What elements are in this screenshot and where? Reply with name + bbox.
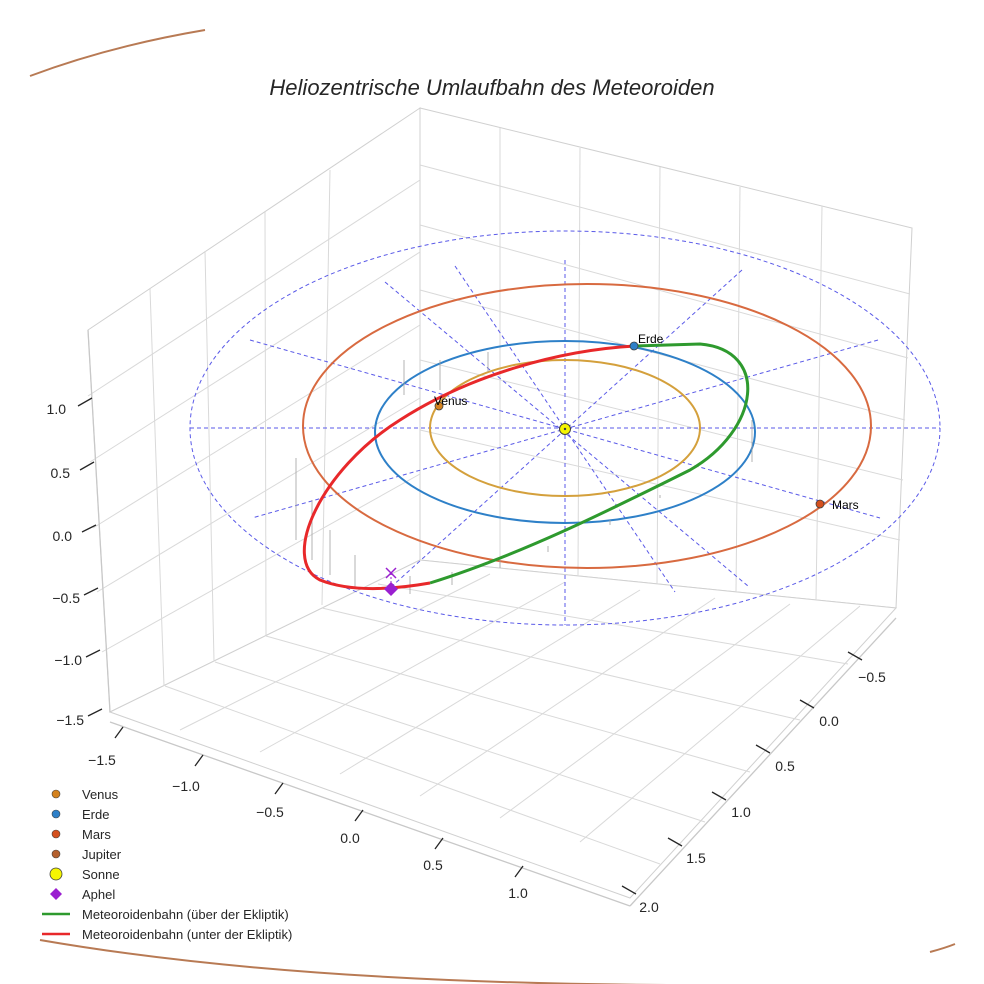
x-tick-label: −0.5 xyxy=(256,804,284,820)
legend-erde-icon xyxy=(51,809,61,819)
y-tick-label: 0.5 xyxy=(775,758,795,774)
legend-meteor-above-label: Meteoroidenbahn (über der Ekliptik) xyxy=(82,907,289,922)
z-tick-label: 0.0 xyxy=(53,528,73,544)
x-axis-ticks xyxy=(114,726,524,878)
z-tick-label: 1.0 xyxy=(47,401,67,417)
jupiter-orbit-arc-bottom xyxy=(39,939,701,984)
x-axis-tick-labels: −1.5 −1.0 −0.5 0.0 0.5 1.0 xyxy=(88,752,528,901)
meteoroid-orbit-above xyxy=(429,342,750,585)
jupiter-orbit-arc-top xyxy=(29,29,206,77)
legend-sonne-icon xyxy=(49,867,63,881)
z-axis-tick-labels: 1.0 0.5 0.0 −0.5 −1.0 −1.5 xyxy=(47,401,85,728)
x-tick-label: −1.5 xyxy=(88,752,116,768)
axes-grid xyxy=(87,107,913,899)
legend-jupiter-label: Jupiter xyxy=(82,847,122,862)
x-tick-label: 1.0 xyxy=(508,885,528,901)
legend-mars-label: Mars xyxy=(82,827,111,842)
z-tick-label: 0.5 xyxy=(51,465,71,481)
legend-aphel-icon xyxy=(50,888,62,900)
y-tick-label: 0.0 xyxy=(819,713,839,729)
mars-label: Mars xyxy=(832,498,859,512)
chart-title: Heliozentrische Umlaufbahn des Meteoroid… xyxy=(269,75,714,100)
legend-venus-label: Venus xyxy=(82,787,119,802)
y-tick-label: −0.5 xyxy=(858,669,886,685)
legend-erde-label: Erde xyxy=(82,807,109,822)
z-tick-label: −1.0 xyxy=(54,652,82,668)
y-tick-label: 2.0 xyxy=(639,899,659,915)
aphel-projection-marker xyxy=(385,567,397,579)
legend-aphel-label: Aphel xyxy=(82,887,115,902)
z-axis-ticks xyxy=(77,397,103,717)
aphel-marker xyxy=(384,582,398,596)
y-tick-label: 1.0 xyxy=(731,804,751,820)
y-axis-ticks xyxy=(621,651,863,895)
axis-lines xyxy=(87,329,897,907)
venus-orbit xyxy=(429,359,701,497)
y-tick-label: 1.5 xyxy=(686,850,706,866)
x-tick-label: −1.0 xyxy=(172,778,200,794)
x-tick-label: 0.0 xyxy=(340,830,360,846)
earth-label: Erde xyxy=(638,332,664,346)
z-tick-label: −0.5 xyxy=(52,590,80,606)
venus-label: Venus xyxy=(434,394,467,408)
mars-marker xyxy=(815,499,825,509)
legend-meteor-below-label: Meteoroidenbahn (unter der Ekliptik) xyxy=(82,927,292,942)
jupiter-orbit-arc-right xyxy=(929,943,956,953)
meteoroid-orbit-below xyxy=(302,344,636,591)
legend-mars-icon xyxy=(51,829,61,839)
venus-marker xyxy=(434,401,444,411)
earth-orbit xyxy=(374,340,756,524)
z-tick-label: −1.5 xyxy=(56,712,84,728)
sun-center-dot xyxy=(563,427,567,431)
meteoroid-drop-lines xyxy=(295,352,753,594)
legend-venus-icon xyxy=(51,789,61,799)
legend-sonne-label: Sonne xyxy=(82,867,120,882)
earth-marker xyxy=(629,341,639,351)
x-tick-label: 0.5 xyxy=(423,857,443,873)
y-axis-tick-labels: −0.5 0.0 0.5 1.0 1.5 2.0 xyxy=(639,669,886,915)
legend-jupiter-icon xyxy=(51,849,61,859)
mars-orbit xyxy=(302,283,872,569)
legend: Venus Erde Mars Jupiter Sonne Aphel Mete… xyxy=(42,787,292,942)
